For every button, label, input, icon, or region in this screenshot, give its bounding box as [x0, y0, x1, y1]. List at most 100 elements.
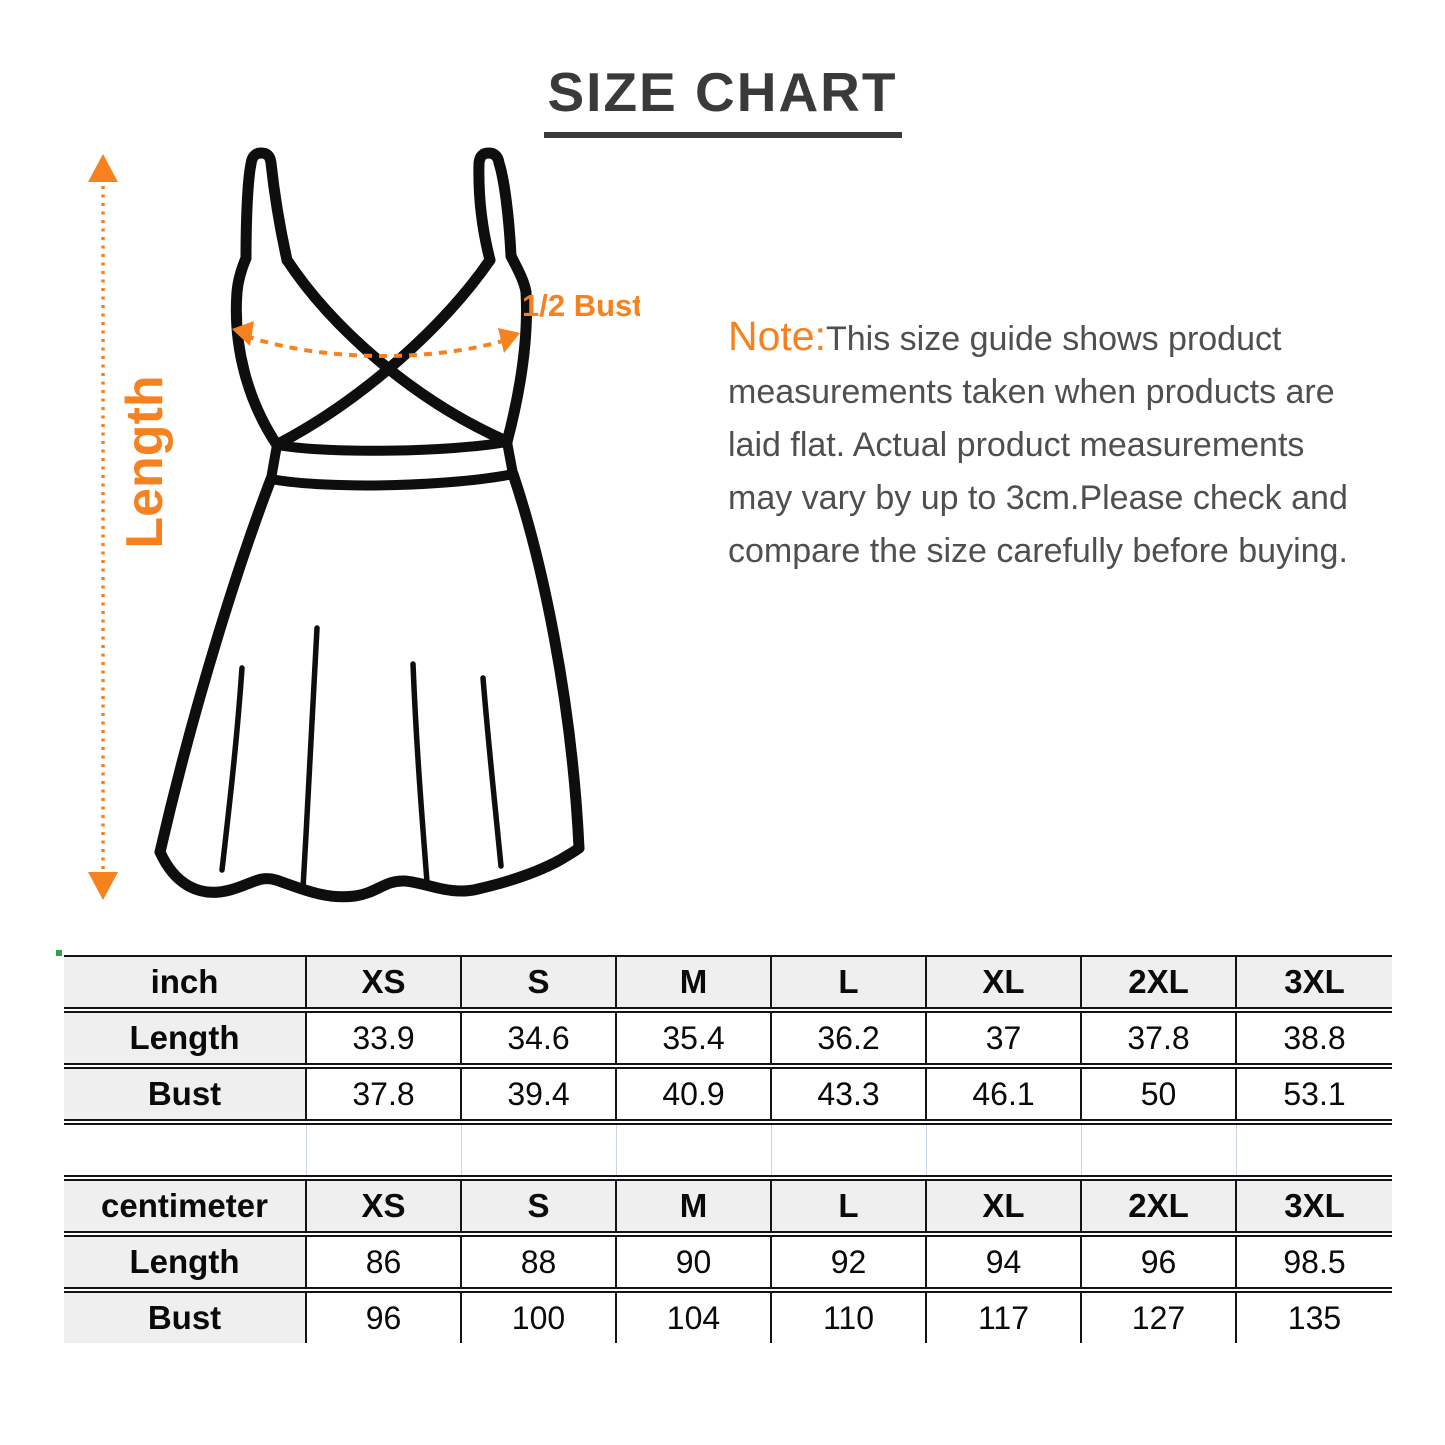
gap-cell: [617, 1125, 772, 1175]
gap-cell: [1082, 1125, 1237, 1175]
size-header-cell: S: [462, 1181, 617, 1231]
value-cell: 98.5: [1283, 1243, 1346, 1280]
size-header-cell: 3XL: [1237, 1181, 1392, 1231]
table-row: Length 33.9 34.6 35.4 36.2 37 37.8 38.8: [64, 1013, 1392, 1069]
value-cell: 46.1: [927, 1069, 1082, 1119]
note-line: Note:This size guide shows product: [728, 310, 1408, 366]
size-tables: inch XS S M L XL 2XL 3XL Length 33.9 34.6 35.4 36.2 3…: [56, 950, 1392, 1343]
row-label-cell: Length: [64, 1237, 307, 1287]
value-cell: 40.9: [617, 1069, 772, 1119]
gap-cell: [462, 1125, 617, 1175]
value-cell: 37.8: [1082, 1013, 1237, 1063]
pleat-line: [480, 675, 504, 869]
skirt-hem: [154, 842, 585, 903]
note-line: laid flat. Actual product measurements: [728, 426, 1305, 464]
note-prefix: Note:: [728, 313, 826, 359]
value-cell: 38.8: [1283, 1019, 1346, 1056]
size-header-cell: L: [772, 1181, 927, 1231]
size-header-cell: 2XL: [1082, 1181, 1237, 1231]
page-title: SIZE CHART: [543, 60, 902, 138]
gap-cell: [64, 1125, 307, 1175]
waistband-top: [272, 437, 512, 456]
left-side-seam: [230, 252, 283, 451]
skirt-pleats: [219, 625, 504, 891]
skirt-right-edge: [507, 468, 585, 854]
value-cell: 90: [617, 1237, 772, 1287]
value-cell: 88: [462, 1237, 617, 1287]
table-header-row: centimeter XS S M L XL 2XL 3XL: [64, 1175, 1392, 1237]
value-cell: 94: [927, 1237, 1082, 1287]
spreadsheet-tick-artifact: [56, 950, 62, 956]
table-row: Bust 37.8 39.4 40.9 43.3 46.1 50 53.1: [64, 1069, 1392, 1125]
table-row: Bust 96 100 104 110 117 127 135: [64, 1293, 1392, 1343]
row-label-cell: Length: [64, 1013, 307, 1063]
value-cell: 36.2: [772, 1013, 927, 1063]
inch-table: inch XS S M L XL 2XL 3XL Length 33.9 34.6 35.4 36.2 3…: [64, 955, 1392, 1125]
size-header-cell: XS: [307, 957, 462, 1007]
bust-arrow-line: [245, 334, 507, 358]
length-arrowhead-top: [88, 154, 118, 182]
value-cell: 110: [772, 1293, 927, 1343]
pleat-line: [410, 661, 430, 885]
bust-arrowhead-right: [498, 328, 520, 353]
value-cell: 96: [1082, 1237, 1237, 1287]
value-cell: 92: [772, 1237, 927, 1287]
row-label-cell: Bust: [64, 1069, 307, 1119]
unit-cell: centimeter: [64, 1181, 307, 1231]
bust-arrow: [232, 321, 520, 358]
table-gap-row: [64, 1125, 1392, 1175]
value-cell: 86: [307, 1237, 462, 1287]
note-line-text: This size guide shows product: [826, 320, 1282, 358]
dress-diagram: Length: [88, 147, 640, 903]
size-header-cell: 3XL: [1237, 957, 1392, 1007]
note-line: compare the size carefully before buying…: [728, 532, 1348, 570]
size-header-cell: L: [772, 957, 927, 1007]
value-cell: 127: [1082, 1293, 1237, 1343]
length-label: Length: [116, 375, 174, 548]
row-label-cell: Bust: [64, 1293, 307, 1343]
title-wrap: SIZE CHART: [0, 60, 1445, 138]
waistband-left-end: [266, 440, 282, 484]
centimeter-table: centimeter XS S M L XL 2XL 3XL Length 86 88 90 92 94 9…: [64, 1175, 1392, 1343]
size-header-cell: 2XL: [1082, 957, 1237, 1007]
gap-cell: [307, 1125, 462, 1175]
right-side-seam: [501, 250, 532, 448]
value-cell: 37.8: [307, 1069, 462, 1119]
value-cell: 34.6: [462, 1013, 617, 1063]
pleat-line: [300, 625, 320, 891]
size-header-cell: M: [617, 1181, 772, 1231]
pleat-line: [219, 665, 245, 873]
skirt-left-edge: [154, 473, 277, 858]
size-header-cell: S: [462, 957, 617, 1007]
gap-cell: [772, 1125, 927, 1175]
value-cell: 117: [927, 1293, 1082, 1343]
size-header-cell: XL: [927, 957, 1082, 1007]
waistband-bottom: [266, 469, 518, 491]
length-arrow: [88, 154, 118, 900]
value-cell: 135: [1287, 1299, 1342, 1336]
note-line: measurements taken when products are: [728, 373, 1335, 411]
note-line: may vary by up to 3cm.Please check and: [728, 479, 1348, 517]
gap-cell: [927, 1125, 1082, 1175]
table-header-row: inch XS S M L XL 2XL 3XL: [64, 955, 1392, 1013]
value-cell: 39.4: [462, 1069, 617, 1119]
dress-outline: [154, 147, 585, 903]
note-block: Note:This size guide shows product measu…: [728, 310, 1408, 578]
size-header-cell: M: [617, 957, 772, 1007]
right-strap: [473, 147, 517, 266]
value-cell: 100: [462, 1293, 617, 1343]
size-header-cell: XL: [927, 1181, 1082, 1231]
length-arrowhead-bottom: [88, 872, 118, 900]
value-cell: 43.3: [772, 1069, 927, 1119]
value-cell: 53.1: [1283, 1075, 1346, 1112]
bust-arrowhead-left: [232, 321, 254, 346]
gap-cell: [1237, 1125, 1392, 1175]
half-bust-label: 1/2 Bust: [522, 288, 640, 323]
table-row: Length 86 88 90 92 94 96 98.5: [64, 1237, 1392, 1293]
value-cell: 35.4: [617, 1013, 772, 1063]
unit-cell: inch: [64, 957, 307, 1007]
value-cell: 104: [617, 1293, 772, 1343]
right-wrap-neckline: [274, 254, 496, 449]
value-cell: 33.9: [307, 1013, 462, 1063]
